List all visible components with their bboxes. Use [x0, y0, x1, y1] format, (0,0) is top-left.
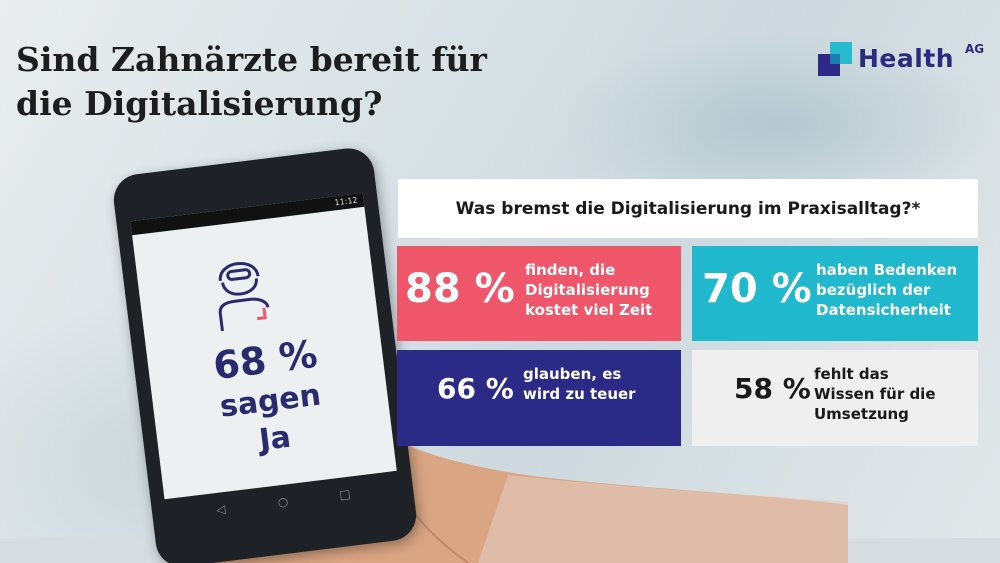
stat-description: haben Bedenken bezüglich der Datensicher…: [816, 261, 958, 319]
title-line-2: die Digitalisierung?: [16, 84, 383, 123]
recents-icon[interactable]: □: [338, 486, 352, 502]
stat-description: finden, die Digitalisierung kostet viel …: [525, 261, 653, 319]
question-banner: Was bremst die Digitalisierung im Praxis…: [398, 179, 978, 238]
stat-percent: 66 %: [437, 372, 514, 405]
stat-percent: 88 %: [405, 266, 515, 312]
logo-superscript: AG: [965, 42, 985, 56]
phone-screen: 11:12 68 % sagen Ja: [130, 192, 397, 500]
stat-percent: 58 %: [734, 372, 811, 405]
stat-box-cost: 66 % glauben, es wird zu teuer: [397, 350, 681, 446]
stat-box-time: 88 % finden, die Digitalisierung kostet …: [397, 246, 681, 341]
question-text: Was bremst die Digitalisierung im Praxis…: [455, 198, 921, 219]
home-icon[interactable]: ○: [276, 494, 290, 510]
stat-percent: 70 %: [702, 266, 812, 312]
dentist-person-icon: [218, 261, 270, 332]
stat-description: fehlt das Wissen für die Umsetzung: [814, 365, 936, 423]
health-ag-logo: Health AG: [818, 40, 993, 80]
back-icon[interactable]: ◁: [215, 502, 227, 518]
stat-box-knowledge: 58 % fehlt das Wissen für die Umsetzung: [692, 350, 978, 446]
logo-wordmark: Health: [858, 44, 955, 73]
stat-box-security: 70 % haben Bedenken bezüglich der Datens…: [692, 246, 978, 341]
title-line-1: Sind Zahnärzte bereit für: [16, 40, 487, 79]
stat-description: glauben, es wird zu teuer: [523, 365, 636, 403]
page-title: Sind Zahnärzte bereit für die Digitalisi…: [16, 38, 536, 126]
logo-mark-icon: [818, 42, 852, 76]
smartphone: 11:12 68 % sagen Ja ◁ ○ □: [110, 145, 420, 563]
